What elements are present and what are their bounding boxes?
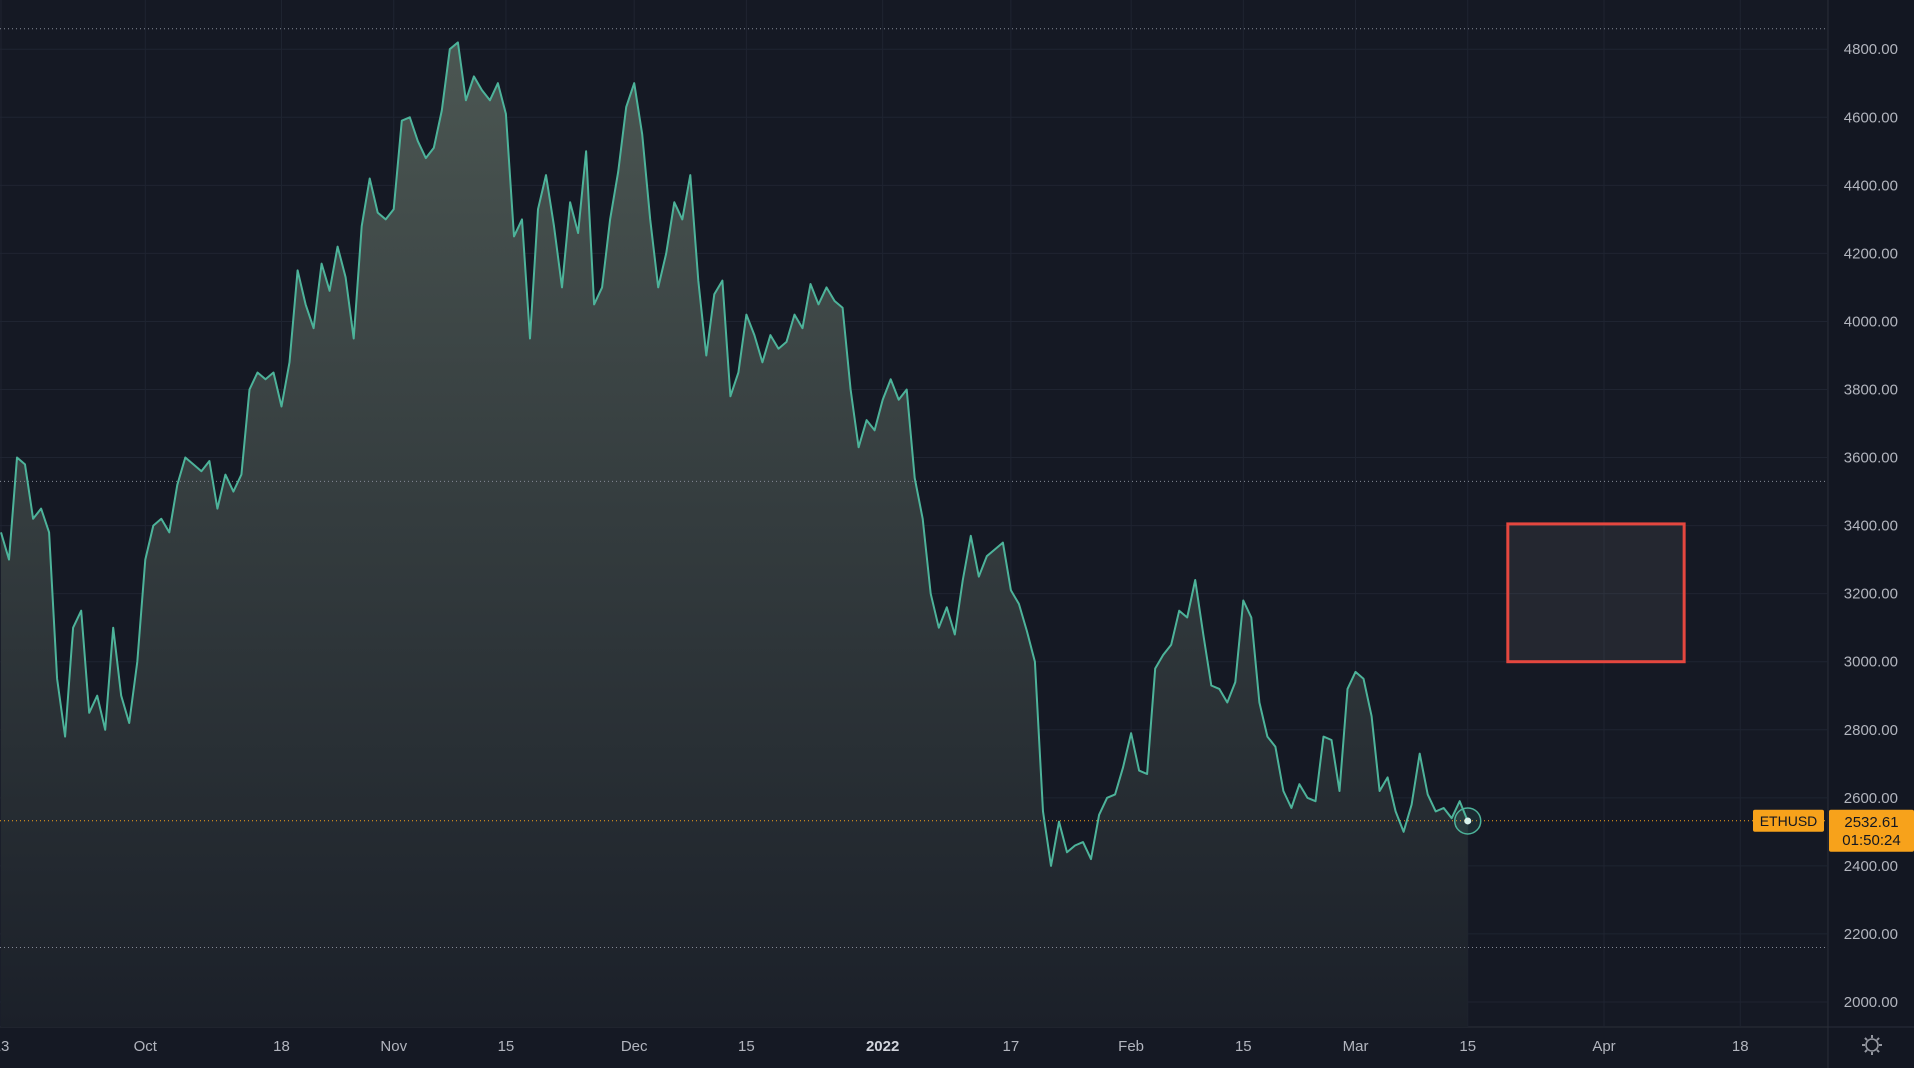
last-price-label[interactable]	[1829, 809, 1914, 852]
x-tick-label: Feb	[1118, 1038, 1144, 1055]
y-tick-label: 2400.00	[1844, 858, 1898, 875]
y-tick-label: 4000.00	[1844, 313, 1898, 330]
y-tick-label: 4600.00	[1844, 109, 1898, 126]
y-tick-label: 2600.00	[1844, 790, 1898, 807]
y-tick-label: 3800.00	[1844, 381, 1898, 398]
y-tick-label: 2200.00	[1844, 926, 1898, 943]
symbol-tag	[1753, 809, 1824, 832]
x-tick-label: 15	[1235, 1038, 1252, 1055]
y-tick-label: 2800.00	[1844, 722, 1898, 739]
x-tick-label: 15	[498, 1038, 515, 1055]
x-tick-label: 15	[738, 1038, 755, 1055]
settings-icon-ring	[1865, 1038, 1879, 1052]
last-point-dot	[1464, 817, 1472, 825]
y-tick-label: 3200.00	[1844, 586, 1898, 603]
x-tick-label: Dec	[621, 1038, 648, 1055]
y-tick-label: 4200.00	[1844, 245, 1898, 262]
y-tick-label: 3000.00	[1844, 654, 1898, 671]
series-line[interactable]	[0, 41, 1469, 867]
y-tick-label: 4400.00	[1844, 177, 1898, 194]
y-tick-label: 3600.00	[1844, 450, 1898, 467]
annotation-rectangle[interactable]	[1506, 522, 1686, 664]
x-tick-label: Mar	[1343, 1038, 1369, 1055]
y-tick-label: 3400.00	[1844, 518, 1898, 535]
x-tick-label: 2022	[866, 1038, 899, 1055]
x-tick-label: 15	[1459, 1038, 1476, 1055]
symbol-tag-label: ETHUSD	[1760, 813, 1818, 829]
y-tick-label: 4800.00	[1844, 41, 1898, 58]
x-tick-label: Nov	[380, 1038, 407, 1055]
price-axis-panel[interactable]	[1828, 0, 1914, 1068]
settings-icon-tooth	[1864, 1037, 1868, 1041]
x-tick-label: 17	[1003, 1038, 1020, 1055]
x-tick-label: 18	[273, 1038, 290, 1055]
settings-icon[interactable]	[1862, 1035, 1882, 1055]
last-price-value: 2532.61	[1844, 814, 1898, 831]
series-area	[1, 42, 1468, 1027]
settings-icon-tooth	[1876, 1049, 1880, 1053]
x-tick-label: 18	[1732, 1038, 1749, 1055]
x-tick-label: Apr	[1592, 1038, 1615, 1055]
x-tick-label: 13	[0, 1038, 9, 1055]
settings-icon-tooth	[1864, 1049, 1868, 1053]
y-tick-label: 2000.00	[1844, 994, 1898, 1011]
settings-icon-tooth	[1876, 1037, 1880, 1041]
bar-countdown: 01:50:24	[1842, 832, 1900, 849]
x-tick-label: Oct	[134, 1038, 158, 1055]
